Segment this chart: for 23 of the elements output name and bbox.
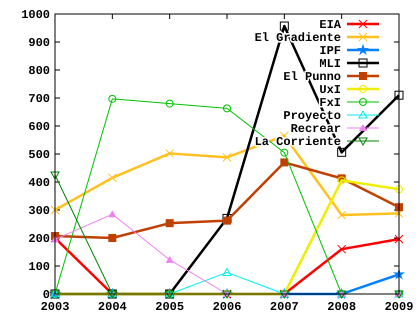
y-tick-label: 200 (28, 232, 50, 246)
y-tick-label: 900 (28, 36, 50, 50)
x-tick-label: 2003 (40, 300, 70, 314)
x-tick-label: 2005 (155, 300, 184, 314)
y-tick-label: 500 (28, 148, 50, 162)
x-tick-label: 2007 (270, 300, 299, 314)
legend-label: EIA (319, 18, 342, 32)
y-tick-label: 400 (28, 176, 50, 190)
x-tick-label: 2004 (98, 300, 127, 314)
x-tick-label: 2009 (384, 300, 414, 314)
y-tick-label: 1000 (21, 8, 50, 22)
y-tick-label: 0 (42, 288, 50, 302)
legend-label: IPF (319, 44, 341, 58)
legend-label: UxI (319, 83, 341, 97)
y-tick-label: 300 (28, 204, 50, 218)
y-tick-label: 700 (28, 92, 50, 106)
legend-label: FxI (319, 96, 341, 110)
x-tick-label: 2008 (327, 300, 356, 314)
y-tick-label: 800 (28, 64, 50, 78)
legend-label: MLI (319, 57, 341, 71)
y-tick-label: 100 (28, 260, 50, 274)
x-tick-label: 2006 (212, 300, 242, 314)
y-tick-label: 600 (28, 120, 50, 134)
